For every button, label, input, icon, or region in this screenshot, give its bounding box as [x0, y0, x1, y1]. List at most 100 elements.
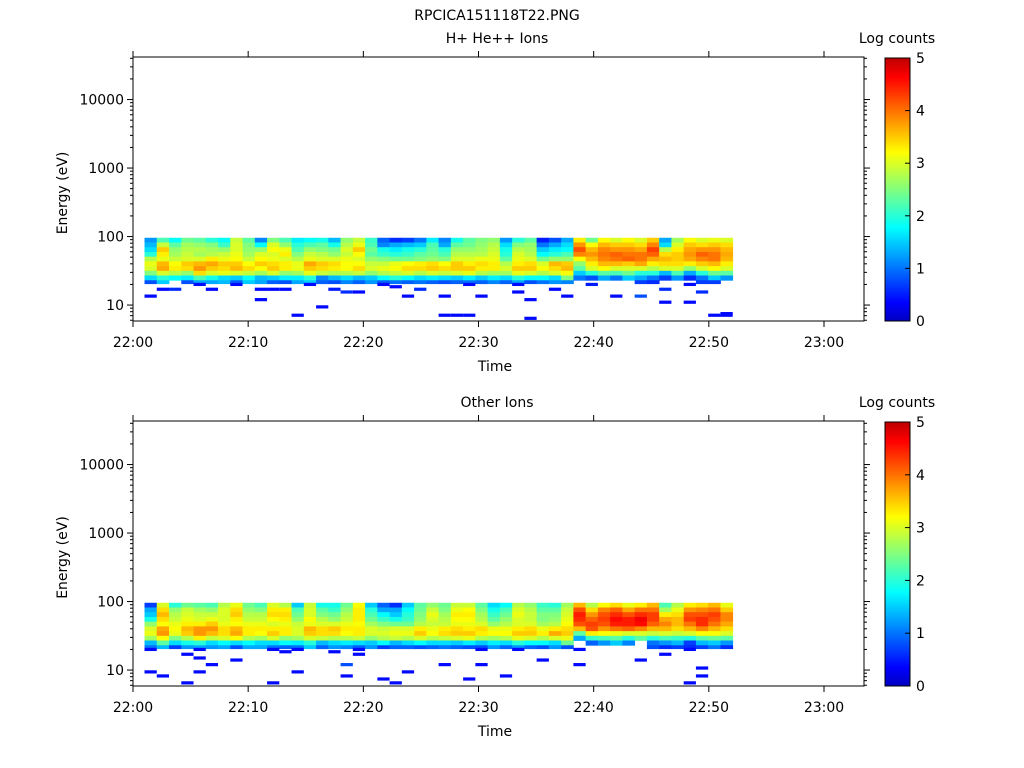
colorbar-swatch — [885, 261, 910, 265]
spectrogram-cell — [720, 256, 734, 262]
spectrogram-cell — [377, 635, 390, 641]
spectrogram-cell — [352, 280, 366, 285]
spectrogram-cell — [548, 640, 562, 646]
colorbar: 0 1 2 3 4 5 Log counts — [859, 31, 935, 330]
spectrogram-cell — [512, 616, 525, 623]
spectrogram-cell — [512, 621, 525, 627]
colorbar-swatch — [885, 147, 910, 151]
spectrogram-cell — [610, 612, 623, 618]
spectrogram-cell — [536, 607, 550, 613]
spectrogram-cell — [683, 621, 697, 627]
spectrogram-cell — [622, 635, 636, 641]
spectrogram-cell — [683, 270, 697, 276]
spectrogram-cell — [377, 270, 390, 276]
spectrogram-cell — [573, 247, 587, 253]
spectrogram-cell — [169, 626, 182, 632]
spectrogram-cell — [365, 621, 378, 627]
spectrogram-cell — [695, 626, 709, 632]
spectrogram-cell — [487, 631, 501, 637]
spectrogram-cell — [156, 607, 170, 613]
spectrogram-cell — [548, 266, 562, 272]
spectrogram-cell — [597, 602, 611, 608]
spectrogram-cell — [438, 616, 452, 623]
spectrogram-cell — [695, 635, 709, 641]
spectrogram-cell — [205, 275, 219, 281]
spectrogram-cell-sparse — [205, 287, 219, 291]
spectrogram-cell-sparse — [352, 652, 366, 656]
spectrogram-cell — [267, 275, 280, 281]
spectrogram-cell — [610, 602, 623, 608]
spectrogram-cell — [561, 612, 574, 618]
spectrogram-cell — [218, 275, 231, 281]
spectrogram-cell — [377, 237, 390, 243]
colorbar-swatch — [885, 60, 910, 63]
spectrogram-cell-sparse — [389, 681, 402, 685]
spectrogram-cell — [254, 261, 268, 267]
spectrogram-cell — [487, 612, 501, 618]
spectrogram-cell-sparse — [279, 650, 292, 654]
colorbar-swatch — [885, 571, 910, 575]
colorbar-swatch — [885, 312, 910, 315]
colorbar-swatch — [885, 235, 910, 239]
spectrogram-cell — [585, 616, 599, 623]
spectrogram-cell — [340, 280, 354, 285]
spectrogram-cell — [512, 631, 525, 637]
spectrogram-cell — [487, 626, 501, 632]
spectrogram-cell — [463, 237, 476, 243]
spectrogram-cell — [450, 645, 464, 650]
spectrogram-cell — [561, 270, 574, 276]
colorbar-swatch — [885, 567, 910, 570]
colorbar-tick-label: 0 — [916, 314, 925, 330]
spectrogram-cell — [695, 261, 709, 267]
spectrogram-cell — [695, 242, 709, 248]
spectrogram-cell — [156, 247, 170, 253]
colorbar-tick-label: 1 — [916, 626, 925, 642]
spectrogram-cell — [181, 275, 194, 281]
spectrogram-cell — [585, 242, 599, 248]
spectrogram-cell — [193, 626, 207, 632]
spectrogram-cell — [622, 275, 636, 281]
spectrogram-cell — [573, 621, 587, 627]
spectrogram-cell — [205, 261, 219, 267]
spectrogram-cell-sparse — [499, 674, 513, 678]
spectrogram-cell — [291, 626, 305, 632]
spectrogram-cell-sparse — [463, 282, 476, 287]
spectrogram-cell — [487, 275, 501, 281]
spectrogram-cell — [352, 270, 366, 276]
spectrogram-cell — [499, 612, 513, 618]
spectrogram-cell — [671, 645, 685, 650]
spectrogram-cell — [279, 251, 292, 258]
spectrogram-cell — [328, 242, 341, 248]
spectrogram-cell — [475, 612, 489, 618]
spectrogram-cell — [646, 247, 660, 253]
spectrogram-cell — [303, 275, 317, 281]
colorbar-swatch — [885, 578, 910, 581]
spectrogram-cell — [169, 237, 182, 243]
spectrogram-cell-sparse — [303, 282, 317, 287]
spectrogram-cell — [463, 242, 476, 248]
spectrogram-cell-sparse — [291, 647, 304, 652]
spectrogram-cell — [377, 280, 390, 285]
spectrogram-cell — [512, 635, 525, 641]
spectrogram-cell — [365, 275, 378, 281]
spectrogram-cell — [512, 645, 525, 650]
spectrogram-cell — [487, 270, 501, 276]
colorbar-swatch — [885, 679, 910, 683]
colorbar-swatch — [885, 613, 910, 617]
spectrogram-cell — [181, 616, 194, 623]
spectrogram-cell — [438, 280, 452, 285]
spectrogram-cell — [646, 616, 660, 623]
spectrogram-cell — [536, 251, 550, 258]
spectrogram-cell — [548, 621, 562, 627]
spectrogram-cell — [634, 621, 648, 627]
spectrogram-cell-sparse — [377, 677, 390, 681]
colorbar-swatch — [885, 77, 910, 81]
spectrogram-cell — [401, 251, 415, 258]
spectrogram-cell — [352, 261, 366, 267]
colorbar-swatch — [885, 481, 910, 485]
spectrogram-cell — [205, 256, 219, 262]
spectrogram-cell — [438, 261, 452, 267]
spectrogram-cell — [414, 266, 427, 272]
colorbar-swatch — [885, 211, 910, 215]
spectrogram-cell — [389, 607, 403, 613]
